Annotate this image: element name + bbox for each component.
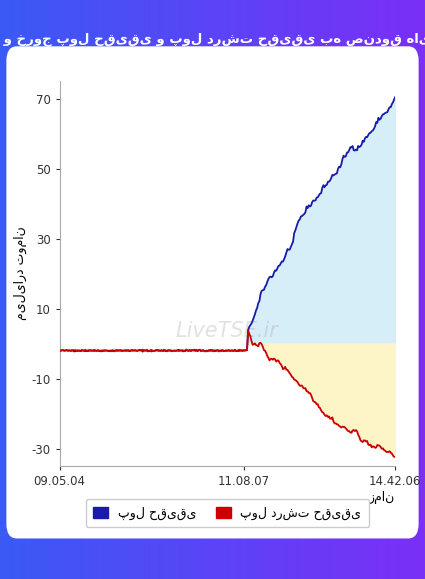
Text: ورود و خروج پول حقیقی و پول درشت حقیقی به صندوق های ↵ i: ورود و خروج پول حقیقی و پول درشت حقیقی ب… (0, 32, 425, 46)
Y-axis label: میلیارد تومان: میلیارد تومان (14, 227, 27, 320)
Legend: پول حقیقی, پول درشت حقیقی: پول حقیقی, پول درشت حقیقی (86, 499, 369, 527)
Text: LiveTSE.ir: LiveTSE.ir (176, 321, 279, 342)
X-axis label: زمان: زمان (369, 491, 395, 504)
Text: کالایی: کالایی (183, 48, 242, 61)
